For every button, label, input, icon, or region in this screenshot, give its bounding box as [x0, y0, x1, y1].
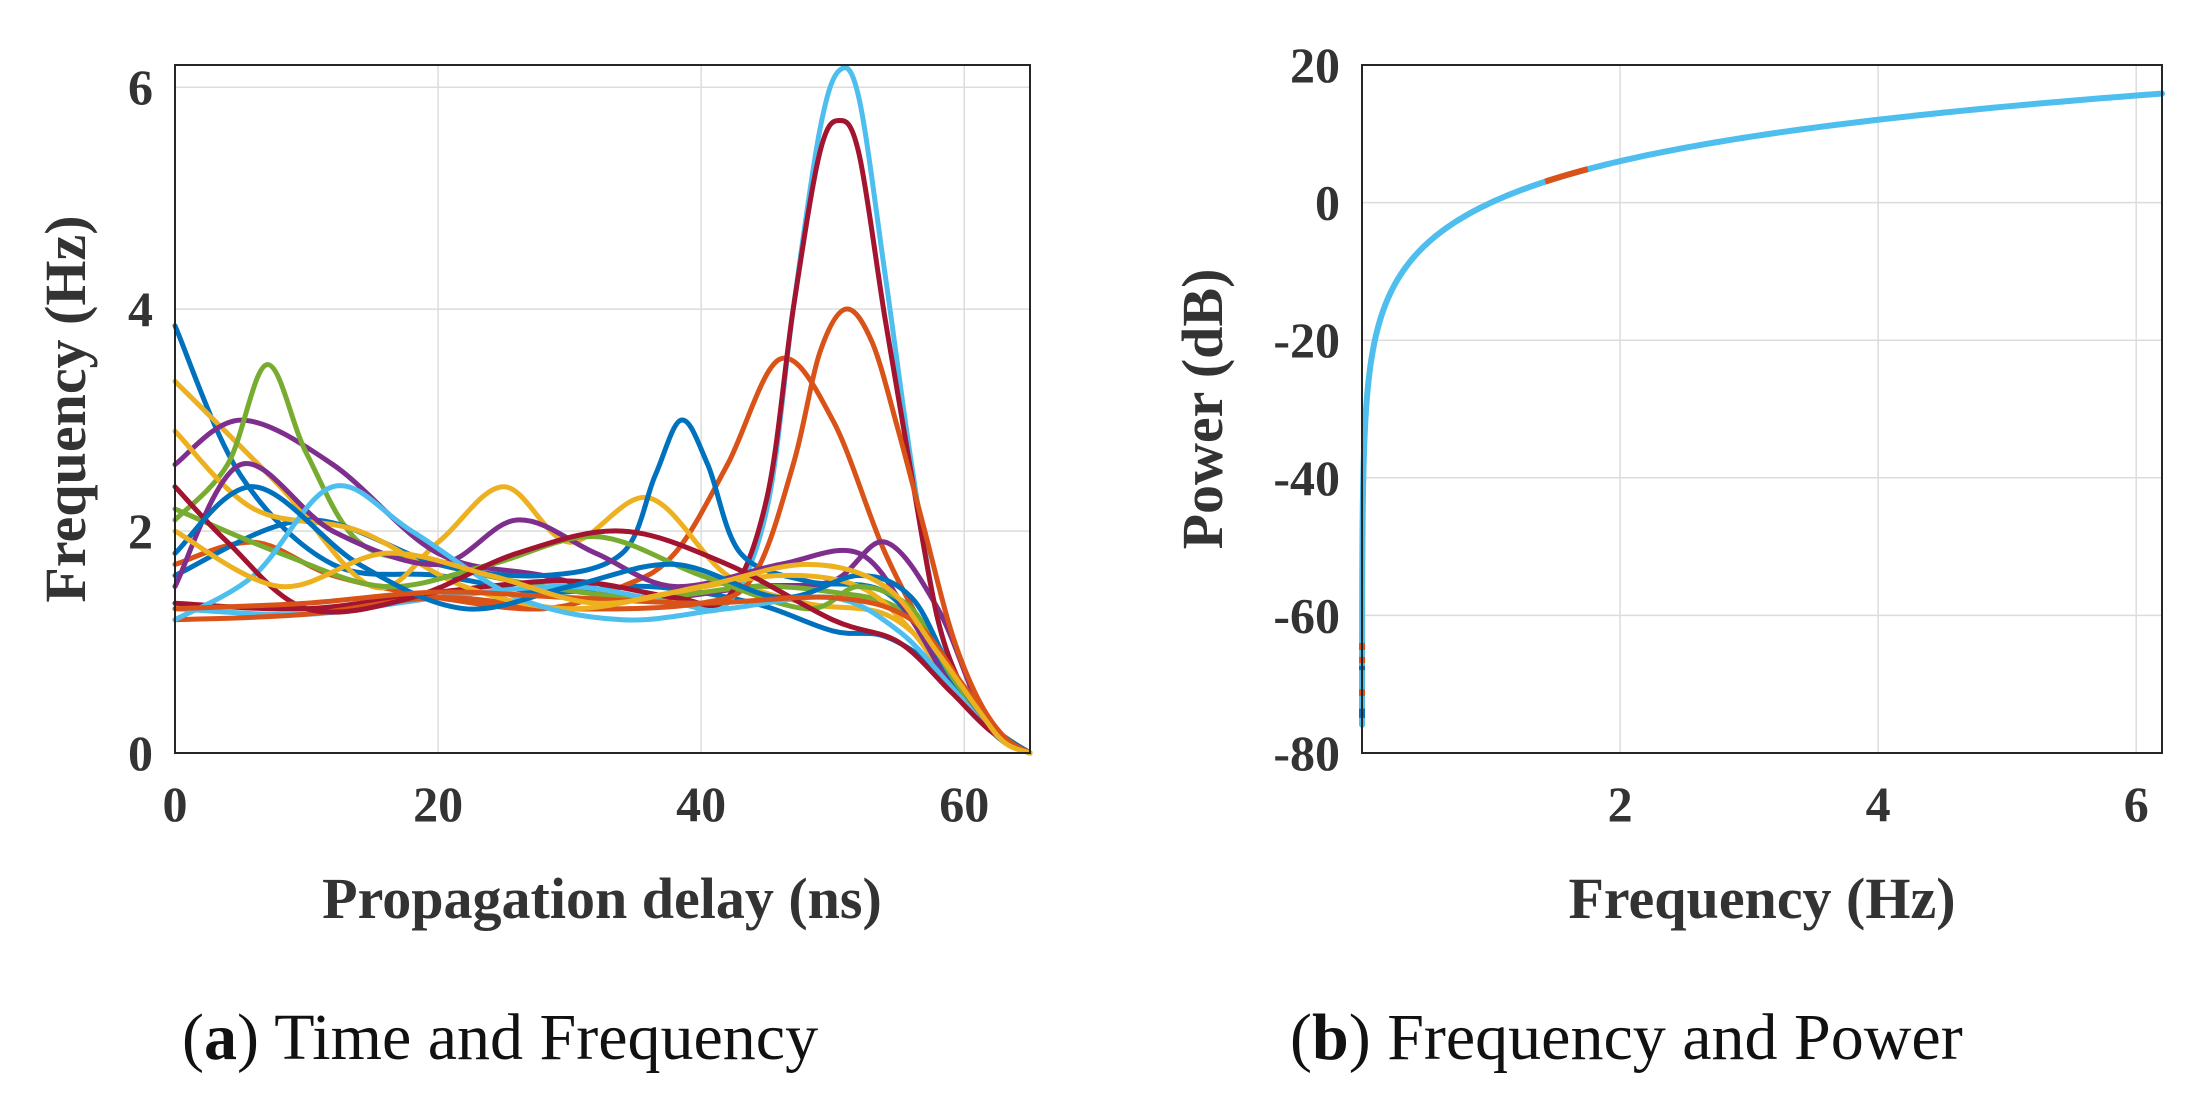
y-tick-label: 0: [1315, 175, 1340, 231]
plot-frame: [174, 64, 1031, 754]
x-tick-label: 60: [939, 776, 989, 832]
y-tick-label: -80: [1273, 725, 1340, 781]
x-tick-labels: 0 20 40 60: [163, 776, 990, 832]
y-tick-label: 2: [128, 503, 153, 559]
y-tick-labels: -80 -60 -40 -20 0 20: [1273, 37, 1340, 781]
chart-time-frequency: 0 20 40 60 0 2 4 6 Propagation delay (ns) Freq…: [33, 59, 1033, 931]
y-axis-label: Power (dB): [1170, 269, 1235, 550]
series-line: [172, 306, 1033, 756]
power-curve: [1359, 90, 2165, 728]
caption-text: Frequency and Power: [1370, 1001, 1963, 1074]
x-tick-label: 2: [1608, 776, 1633, 832]
x-axis-label: Propagation delay (ns): [322, 866, 882, 931]
caption-b: (b) Frequency and Power: [1290, 1001, 1963, 1074]
series-line: [172, 483, 1033, 756]
caption-text: Time and Frequency: [258, 1001, 819, 1074]
x-tick-label: 4: [1866, 776, 1891, 832]
x-tick-label: 40: [676, 776, 726, 832]
y-tick-label: 0: [128, 725, 153, 781]
y-tick-label: -20: [1273, 312, 1340, 368]
y-tick-label: 4: [128, 281, 153, 337]
y-tick-labels: 0 2 4 6: [128, 59, 153, 781]
y-axis-label: Frequency (Hz): [33, 215, 98, 602]
chart-frequency-power: 2 4 6 -80 -60 -40 -20 0 20 Frequency (Hz) Power…: [1170, 37, 2165, 931]
x-axis-label: Frequency (Hz): [1568, 866, 1955, 931]
highlight-segment: [1544, 166, 1589, 185]
x-tick-label: 20: [413, 776, 463, 832]
plot-frame: [1361, 64, 2163, 754]
caption-letter: b: [1311, 1001, 1349, 1074]
series-group: [1359, 90, 2165, 728]
caption-a: (a) Time and Frequency: [182, 1001, 819, 1074]
x-tick-labels: 2 4 6: [1608, 776, 2149, 832]
y-tick-label: -60: [1273, 587, 1340, 643]
x-tick-label: 0: [163, 776, 188, 832]
series-group: [172, 65, 1033, 756]
x-tick-label: 6: [2124, 776, 2149, 832]
y-tick-label: 20: [1290, 37, 1340, 93]
series-line: [172, 528, 1033, 756]
grid-lines: [1362, 64, 2162, 754]
caption-letter: a: [203, 1001, 237, 1074]
y-tick-label: 6: [128, 59, 153, 115]
y-tick-label: -40: [1273, 450, 1340, 506]
